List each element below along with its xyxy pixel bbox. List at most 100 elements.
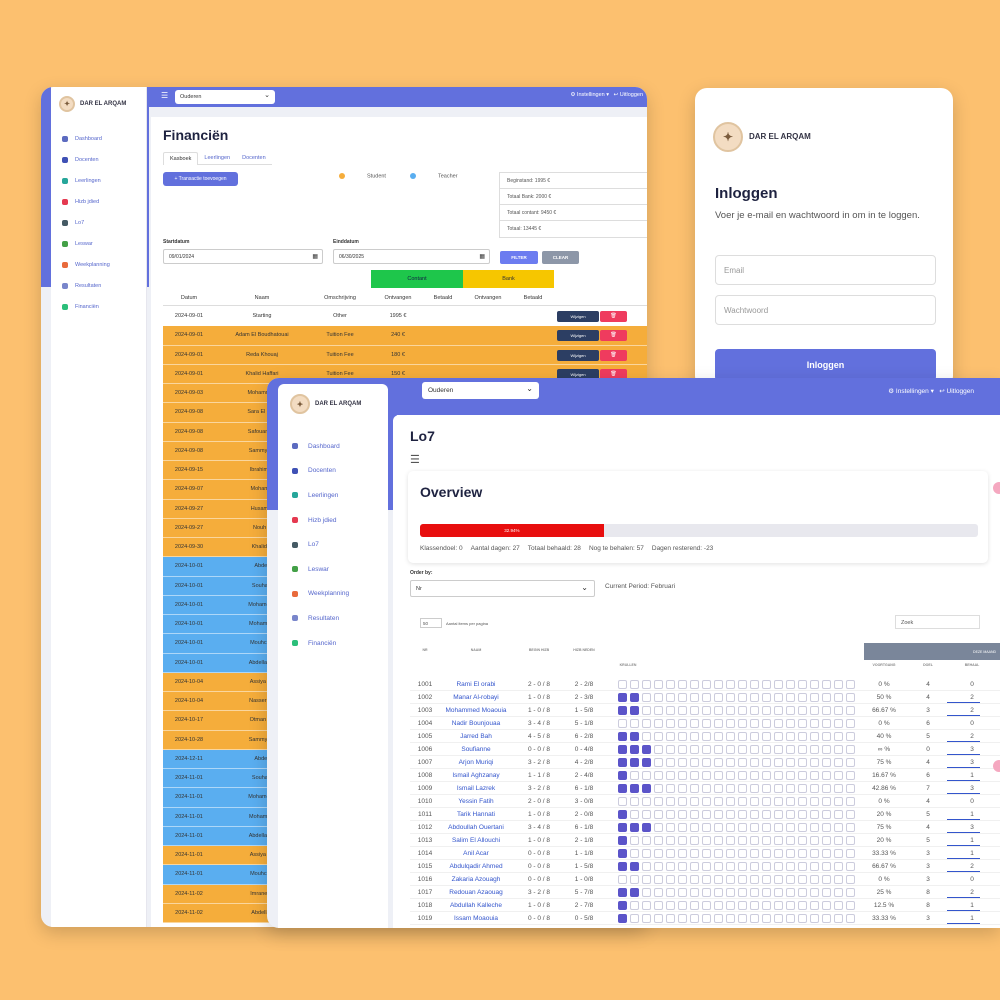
- krul-checkbox[interactable]: [642, 693, 651, 702]
- krul-checkbox[interactable]: [690, 745, 699, 754]
- krul-checkbox[interactable]: [786, 719, 795, 728]
- krul-checkbox[interactable]: [762, 706, 771, 715]
- krul-checkbox[interactable]: [714, 888, 723, 897]
- delete-icon[interactable]: 🗑: [600, 368, 627, 380]
- delete-icon[interactable]: 🗑: [600, 330, 627, 342]
- krul-checkbox[interactable]: [690, 797, 699, 806]
- krul-checkbox[interactable]: [846, 875, 855, 884]
- krul-checkbox[interactable]: [690, 771, 699, 780]
- krul-checkbox[interactable]: [738, 680, 747, 689]
- krul-checkbox[interactable]: [846, 888, 855, 897]
- role-select[interactable]: Ouderen: [422, 382, 539, 399]
- krul-checkbox[interactable]: [690, 836, 699, 845]
- krul-checkbox[interactable]: [834, 875, 843, 884]
- krul-checkbox[interactable]: [618, 745, 627, 754]
- krul-checkbox[interactable]: [726, 875, 735, 884]
- krul-checkbox[interactable]: [750, 888, 759, 897]
- delete-icon[interactable]: 🗑: [600, 311, 627, 322]
- krul-checkbox[interactable]: [726, 771, 735, 780]
- krul-checkbox[interactable]: [630, 914, 639, 923]
- krul-checkbox[interactable]: [798, 836, 807, 845]
- role-select[interactable]: Ouderen: [175, 90, 275, 104]
- krul-checkbox[interactable]: [642, 745, 651, 754]
- krul-checkbox[interactable]: [822, 680, 831, 689]
- krul-checkbox[interactable]: [618, 862, 627, 871]
- krul-checkbox[interactable]: [834, 823, 843, 832]
- krul-checkbox[interactable]: [786, 732, 795, 741]
- krul-checkbox[interactable]: [678, 745, 687, 754]
- krul-checkbox[interactable]: [750, 823, 759, 832]
- krul-checkbox[interactable]: [690, 784, 699, 793]
- krul-checkbox[interactable]: [666, 680, 675, 689]
- delete-icon[interactable]: 🗑: [600, 349, 627, 361]
- krul-checkbox[interactable]: [750, 771, 759, 780]
- krul-checkbox[interactable]: [750, 862, 759, 871]
- krul-checkbox[interactable]: [822, 888, 831, 897]
- krul-checkbox[interactable]: [666, 693, 675, 702]
- krul-checkbox[interactable]: [726, 862, 735, 871]
- calendar-icon[interactable]: ▦: [479, 254, 485, 260]
- krul-checkbox[interactable]: [630, 810, 639, 819]
- krul-checkbox[interactable]: [690, 862, 699, 871]
- sidebar-item[interactable]: Resultaten: [51, 275, 146, 296]
- krul-checkbox[interactable]: [630, 719, 639, 728]
- krul-checkbox[interactable]: [618, 797, 627, 806]
- krul-checkbox[interactable]: [846, 849, 855, 858]
- krul-checkbox[interactable]: [822, 810, 831, 819]
- krul-checkbox[interactable]: [618, 732, 627, 741]
- krul-checkbox[interactable]: [774, 862, 783, 871]
- krul-checkbox[interactable]: [714, 680, 723, 689]
- cell-name[interactable]: Nadir Bounjouaa: [451, 720, 501, 727]
- krul-checkbox[interactable]: [762, 680, 771, 689]
- menu-icon[interactable]: ☰: [161, 91, 169, 100]
- krul-checkbox[interactable]: [654, 862, 663, 871]
- krul-checkbox[interactable]: [690, 758, 699, 767]
- krul-checkbox[interactable]: [702, 719, 711, 728]
- krul-checkbox[interactable]: [702, 745, 711, 754]
- krul-checkbox[interactable]: [618, 719, 627, 728]
- krul-checkbox[interactable]: [810, 797, 819, 806]
- krul-checkbox[interactable]: [738, 810, 747, 819]
- krul-checkbox[interactable]: [726, 836, 735, 845]
- krul-checkbox[interactable]: [654, 901, 663, 910]
- krul-checkbox[interactable]: [618, 771, 627, 780]
- krul-checkbox[interactable]: [642, 849, 651, 858]
- krul-checkbox[interactable]: [654, 823, 663, 832]
- krul-checkbox[interactable]: [630, 888, 639, 897]
- krul-checkbox[interactable]: [774, 771, 783, 780]
- krul-checkbox[interactable]: [810, 680, 819, 689]
- krul-checkbox[interactable]: [738, 706, 747, 715]
- krul-checkbox[interactable]: [630, 706, 639, 715]
- krul-checkbox[interactable]: [834, 680, 843, 689]
- krul-checkbox[interactable]: [642, 875, 651, 884]
- krul-checkbox[interactable]: [678, 706, 687, 715]
- krul-checkbox[interactable]: [726, 914, 735, 923]
- krul-checkbox[interactable]: [762, 693, 771, 702]
- krul-checkbox[interactable]: [798, 719, 807, 728]
- krul-checkbox[interactable]: [666, 797, 675, 806]
- krul-checkbox[interactable]: [678, 719, 687, 728]
- krul-checkbox[interactable]: [798, 888, 807, 897]
- krul-checkbox[interactable]: [798, 771, 807, 780]
- krul-checkbox[interactable]: [798, 745, 807, 754]
- settings-button[interactable]: ⚙ Instellingen ▾: [570, 92, 610, 98]
- krul-checkbox[interactable]: [678, 888, 687, 897]
- krul-checkbox[interactable]: [714, 849, 723, 858]
- krul-checkbox[interactable]: [702, 901, 711, 910]
- krul-checkbox[interactable]: [726, 706, 735, 715]
- krul-checkbox[interactable]: [630, 862, 639, 871]
- krul-checkbox[interactable]: [714, 745, 723, 754]
- krul-checkbox[interactable]: [618, 875, 627, 884]
- krul-checkbox[interactable]: [702, 771, 711, 780]
- sidebar-item[interactable]: Docenten: [51, 149, 146, 170]
- krul-checkbox[interactable]: [822, 758, 831, 767]
- krul-checkbox[interactable]: [666, 771, 675, 780]
- tab-leerlingen[interactable]: Leerlingen: [198, 152, 237, 165]
- krul-checkbox[interactable]: [786, 745, 795, 754]
- krul-checkbox[interactable]: [762, 810, 771, 819]
- krul-checkbox[interactable]: [726, 888, 735, 897]
- krul-checkbox[interactable]: [786, 862, 795, 871]
- krul-checkbox[interactable]: [630, 758, 639, 767]
- krul-checkbox[interactable]: [822, 862, 831, 871]
- krul-checkbox[interactable]: [726, 719, 735, 728]
